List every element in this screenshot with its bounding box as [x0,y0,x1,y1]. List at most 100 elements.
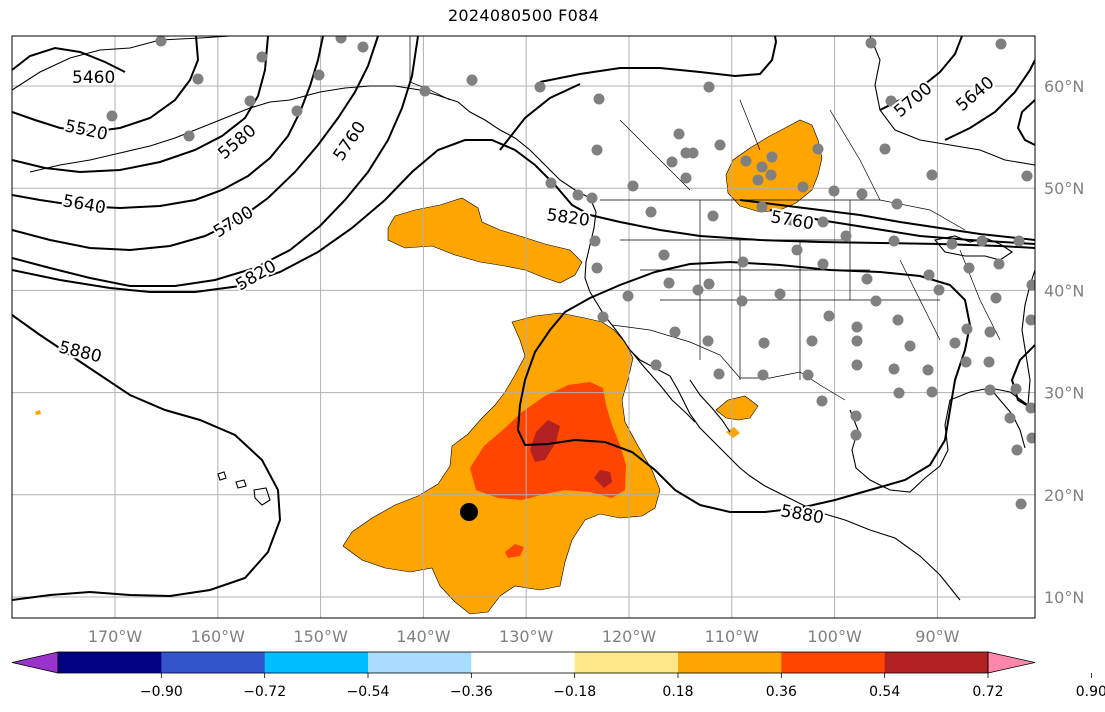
contour-5700 [12,36,379,252]
colorbar-frame [57,651,989,674]
colorbar-segment-6 [574,652,679,673]
station-dot [673,128,685,140]
station-dot [904,340,916,352]
station-dot [856,188,868,200]
station-dot [817,258,829,270]
station-dot [802,369,814,381]
lon-label-4: 130°W [499,627,554,646]
station-dot [627,180,639,192]
station-dot [183,130,195,142]
lat-label-0: 60°N [1044,77,1084,96]
station-dot [586,192,598,204]
station-dot [737,256,749,268]
station-dot [692,284,704,296]
contour-5760-east2 [739,199,1035,241]
colorbar-tick-label-7: 0.54 [869,684,900,700]
station-dot [885,95,897,107]
station-dot [291,105,303,117]
coast-baja [629,349,696,423]
station-dot [922,364,934,376]
colorbar-tick-label-6: 0.36 [766,684,797,700]
station-dot [192,73,204,85]
lat-label-2: 40°N [1044,281,1084,300]
station-dot [593,93,605,105]
anomaly-blob-small-1 [505,544,524,558]
coast-hawaii [217,471,271,506]
station-dot [419,85,431,97]
station-dot [785,214,797,226]
station-dot [984,326,996,338]
border-us-canada [600,199,966,231]
anomaly-core-darkred-2 [594,470,612,488]
station-dot [840,230,852,242]
station-dot [926,386,938,398]
contour-5460 [12,46,126,73]
station-dot [961,323,973,335]
colorbar-tick-label-3: −0.36 [450,684,493,700]
contour-5760 [12,36,419,287]
station-dot [756,161,768,173]
station-dot [865,37,877,49]
station-dot [669,326,681,338]
contour-5760-east [539,36,778,83]
graticule [12,36,1035,618]
station-dot [879,143,891,155]
lon-label-8: 90°W [915,627,959,646]
anomaly-core-darkred-1 [530,420,560,462]
colorbar-tick-label-4: −0.18 [553,684,596,700]
station-dot [597,311,609,323]
station-dot [658,249,670,261]
map-area [12,36,1035,618]
station-dot [812,143,824,155]
station-dot [851,359,863,371]
station-dot [591,144,603,156]
colorbar-tick-label-8: 0.72 [972,684,1003,700]
station-dot [680,172,692,184]
station-dot [335,36,347,44]
station-dot [851,321,863,333]
station-dot [766,151,778,163]
colorbar-segment-5 [471,652,576,673]
station-dot [758,337,770,349]
longitude-labels: 170°W 160°W 150°W 140°W 130°W 120°W 110°W 100°W… [88,627,960,646]
lat-label-5: 10°N [1044,588,1084,607]
station-dot [1010,383,1022,395]
station-dot [983,356,995,368]
station-dot [995,38,1007,50]
station-dot [1021,170,1033,182]
station-dot [106,110,118,122]
lat-label-1: 50°N [1044,179,1084,198]
colorbar-segment-9 [884,652,989,673]
station-dot [946,238,958,250]
station-dot [752,174,764,186]
station-dot [357,41,369,53]
lon-label-3: 140°W [396,627,451,646]
station-dot [926,169,938,181]
station-dot [702,335,714,347]
station-dot [850,410,862,422]
station-dot [707,210,719,222]
border-alaska-canada [409,36,451,101]
map-frame [11,35,1036,619]
station-dot [923,269,935,281]
station-dot [893,387,905,399]
contour-5580 [12,36,269,174]
station-dot [650,359,662,371]
station-dot [984,384,996,396]
colorbar-segment-7 [678,652,782,673]
contour-5640-northeast [944,59,1035,141]
station-dot [244,95,256,107]
station-dot [589,235,601,247]
station-dot [806,335,818,347]
station-dot [736,295,748,307]
station-dot [828,185,840,197]
station-dot [990,292,1002,304]
station-dot [687,147,699,159]
lat-label-4: 20°N [1044,486,1084,505]
colorbar-segment-3 [264,652,369,673]
station-dot [963,262,975,274]
colorbar-segment-4 [368,652,472,673]
coast-gulf-california [689,379,731,433]
colorbar-tick-label-9: 0.90 [1076,684,1105,700]
